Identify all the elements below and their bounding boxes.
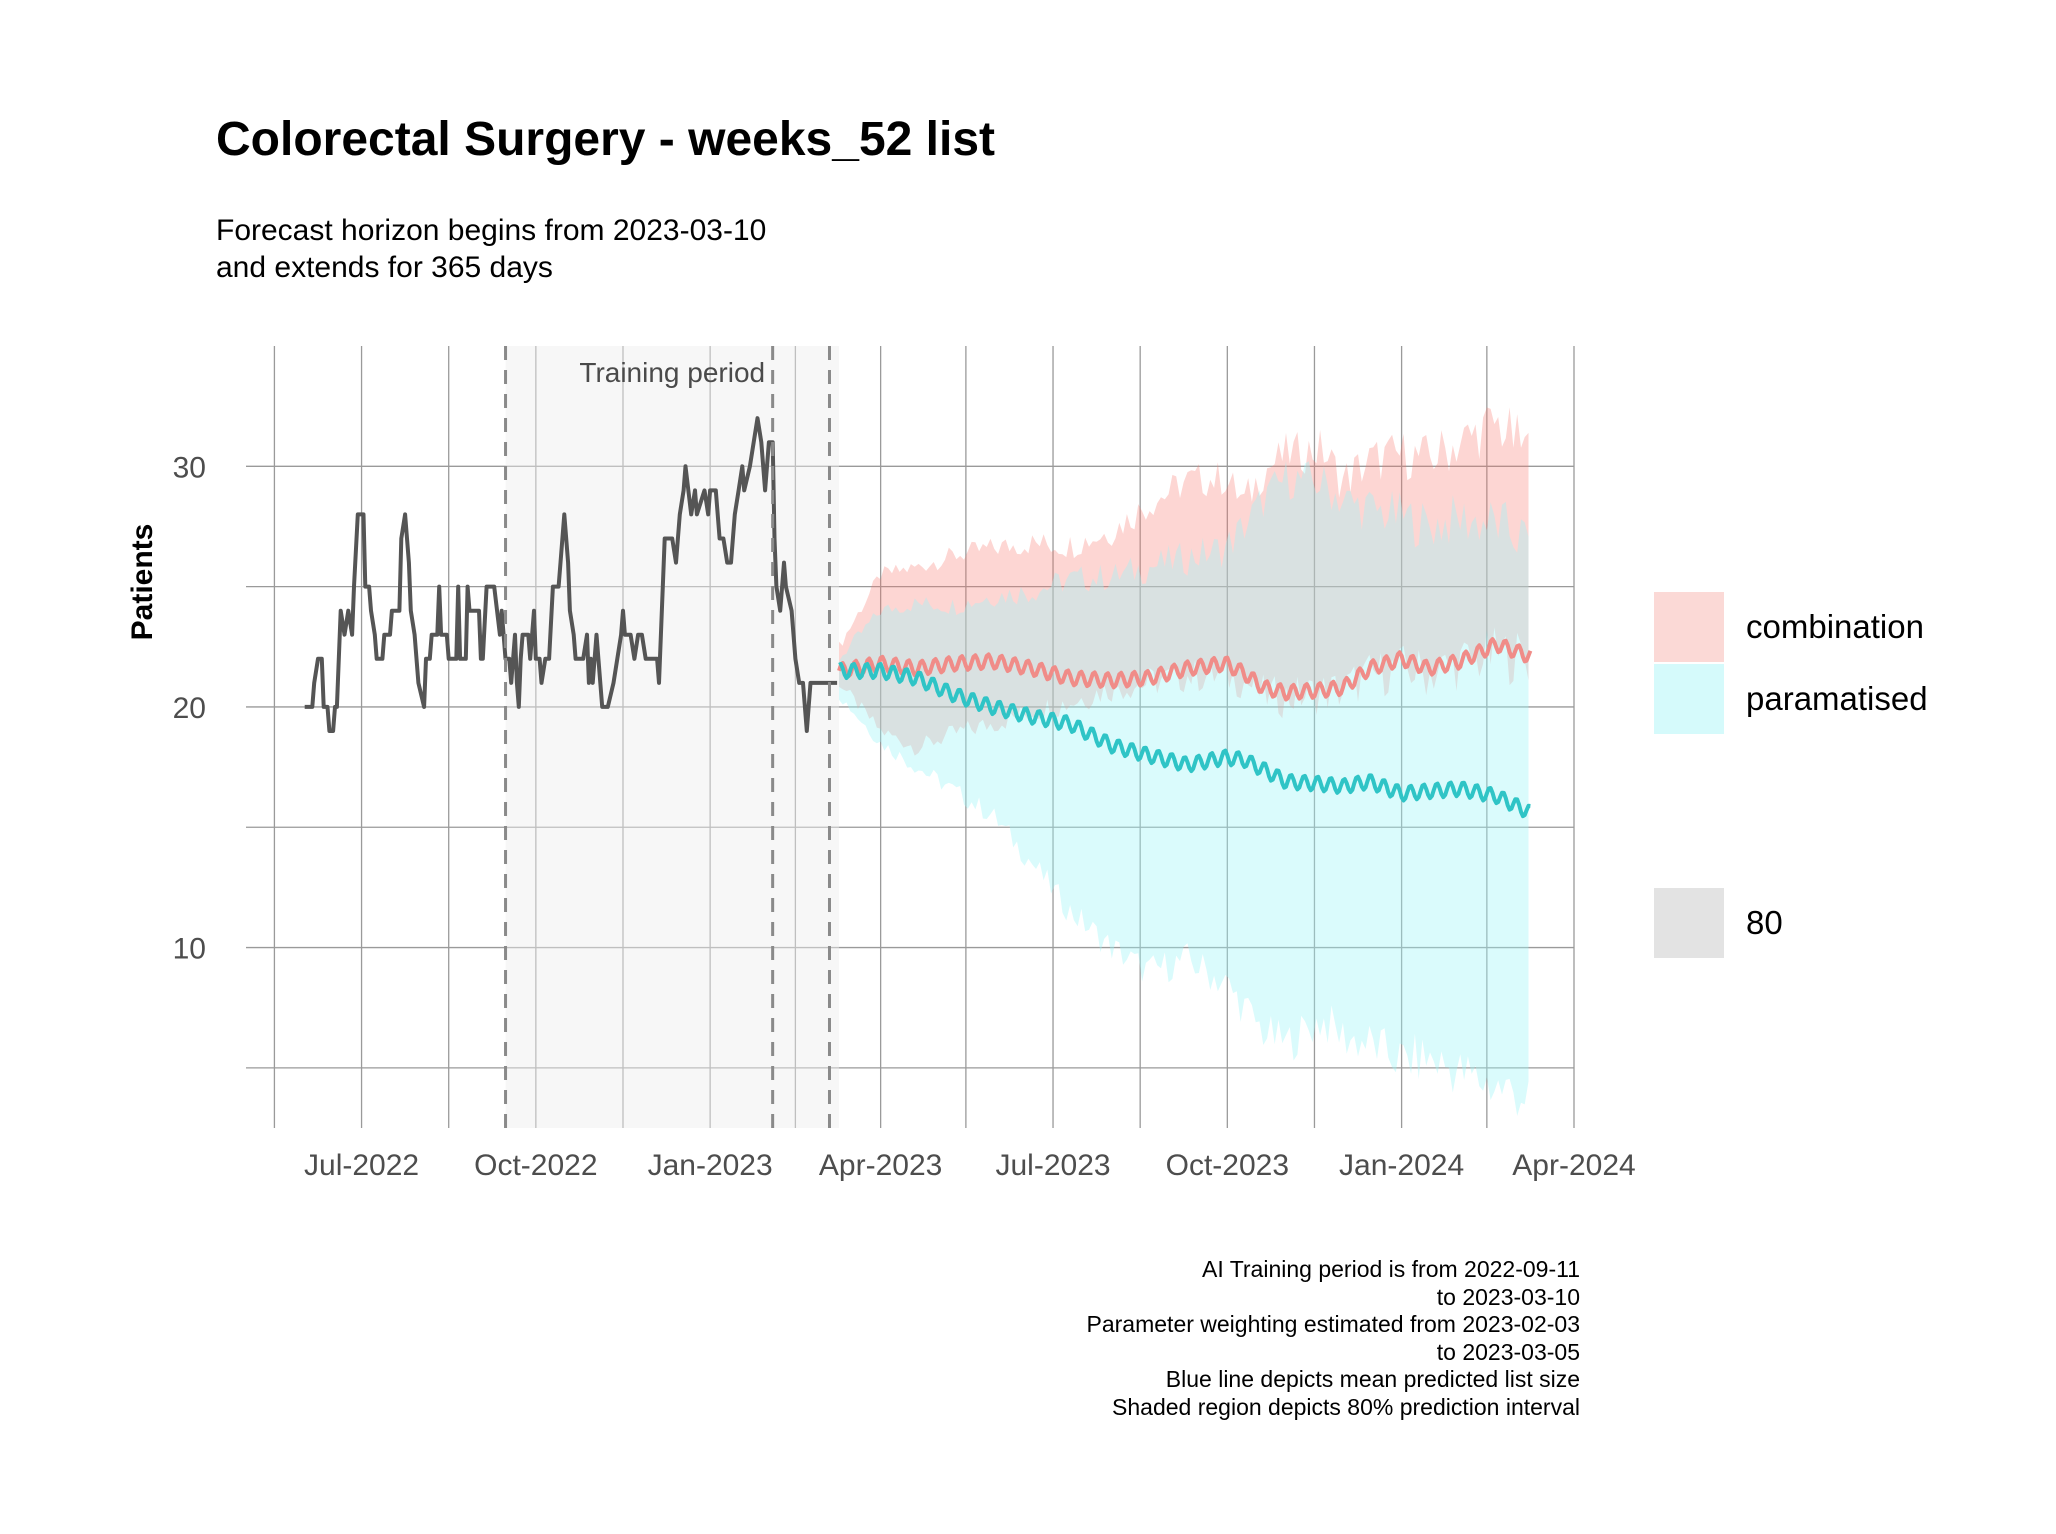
legend-swatch-combination (1654, 592, 1724, 662)
legend-interval-label: 80 (1746, 904, 1783, 941)
legend-label: combination (1746, 608, 1924, 645)
x-tick-label: Jul-2023 (995, 1149, 1110, 1182)
chart-caption: AI Training period is from 2022-09-11 to… (1087, 1256, 1580, 1421)
caption-line: to 2023-03-05 (1436, 1338, 1580, 1365)
paramatised-interval-ribbon (839, 460, 1529, 1116)
legend-swatch-paramatised (1654, 664, 1724, 734)
x-tick-label: Oct-2022 (474, 1149, 597, 1182)
vline-layer (504, 346, 831, 1128)
y-tick-label: 20 (173, 692, 206, 725)
y-tick-label: 10 (173, 933, 206, 966)
y-axis-label: Patients (126, 524, 159, 641)
chart-subtitle: Forecast horizon begins from 2023-03-10 … (216, 212, 766, 286)
chart-title: Colorectal Surgery - weeks_52 list (216, 113, 996, 166)
caption-line: Parameter weighting estimated from 2023-… (1086, 1311, 1580, 1337)
line-layer (304, 416, 1533, 819)
legend-label: paramatised (1746, 680, 1928, 717)
x-tick-label: Jan-2024 (1339, 1149, 1464, 1182)
paramatised-mean-line (838, 662, 1531, 819)
axis-layer: 10 20 30 Patients Jul-2022 Oct-2022 Jan-2023 Ap… (126, 451, 1636, 1182)
x-tick-label: Apr-2024 (1512, 1149, 1635, 1182)
observed-list-size-line (304, 416, 838, 733)
training-period-band (505, 346, 839, 1128)
training-band-layer: Training period (505, 346, 839, 1128)
caption-line: Blue line depicts mean predicted list si… (1165, 1366, 1580, 1392)
subtitle-line: Forecast horizon begins from 2023-03-10 (216, 214, 767, 247)
x-tick-label: Jan-2023 (648, 1149, 773, 1182)
caption-line: Shaded region depicts 80% prediction int… (1112, 1393, 1580, 1420)
caption-line: to 2023-03-10 (1436, 1283, 1580, 1310)
legend-swatch-interval (1654, 888, 1724, 958)
y-tick-label: 30 (173, 451, 206, 484)
subtitle-line: and extends for 365 days (216, 251, 553, 284)
combination-mean-line (837, 637, 1533, 702)
x-tick-label: Jul-2022 (304, 1149, 419, 1182)
legend-layer: combination paramatised 80 (1654, 592, 1928, 958)
caption-line: AI Training period is from 2022-09-11 (1202, 1256, 1580, 1282)
x-tick-label: Apr-2023 (819, 1149, 942, 1182)
x-tick-label: Oct-2023 (1166, 1149, 1289, 1182)
training-period-label: Training period (579, 357, 765, 388)
